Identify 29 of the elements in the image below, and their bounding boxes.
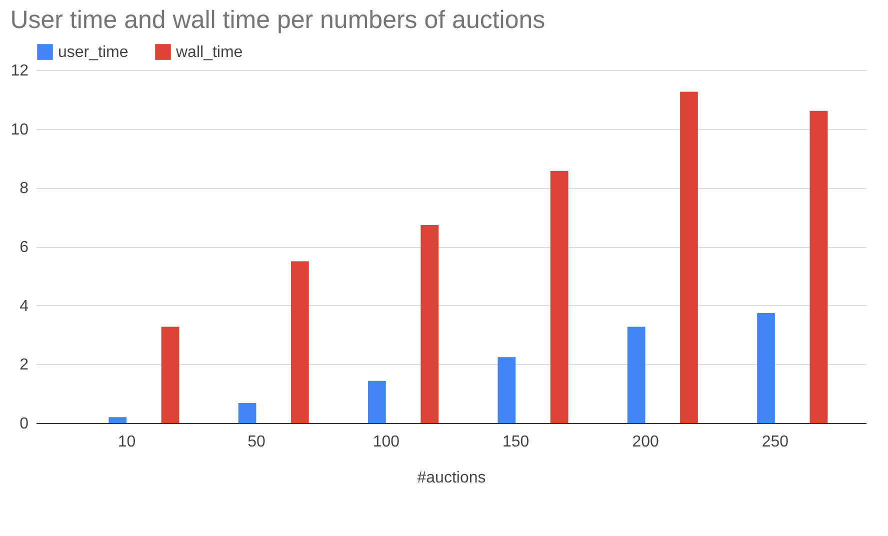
y-tick-label: 10 <box>10 121 29 138</box>
bar <box>498 357 516 423</box>
bar <box>238 402 256 423</box>
bar <box>810 110 828 423</box>
bar <box>757 312 775 423</box>
x-tick-label: 50 <box>248 434 266 450</box>
bar <box>550 170 568 423</box>
x-tick-label: 100 <box>372 434 400 450</box>
bar <box>420 225 439 423</box>
y-tick-label: 12 <box>10 62 29 80</box>
y-tick-label: 8 <box>20 180 29 198</box>
x-tick-label: 200 <box>632 434 659 450</box>
bar <box>108 417 127 423</box>
y-tick-label: 6 <box>20 239 29 256</box>
chart-title: User time and wall time per numbers of auctions <box>10 6 546 34</box>
bar <box>161 326 180 423</box>
y-tick-label: 0 <box>20 416 29 432</box>
legend-label: user_time <box>58 44 128 61</box>
x-tick-label: 10 <box>118 434 136 450</box>
y-tick-label: 4 <box>20 298 29 315</box>
bar <box>627 326 646 423</box>
bar <box>368 380 386 423</box>
y-tick-label: 2 <box>20 356 29 374</box>
x-tick-label: 250 <box>762 434 789 450</box>
bar <box>290 261 309 423</box>
x-axis-title: #auctions <box>417 470 486 486</box>
legend-label: wall_time <box>175 44 243 61</box>
bar <box>680 92 698 423</box>
x-tick-label: 150 <box>502 434 530 450</box>
